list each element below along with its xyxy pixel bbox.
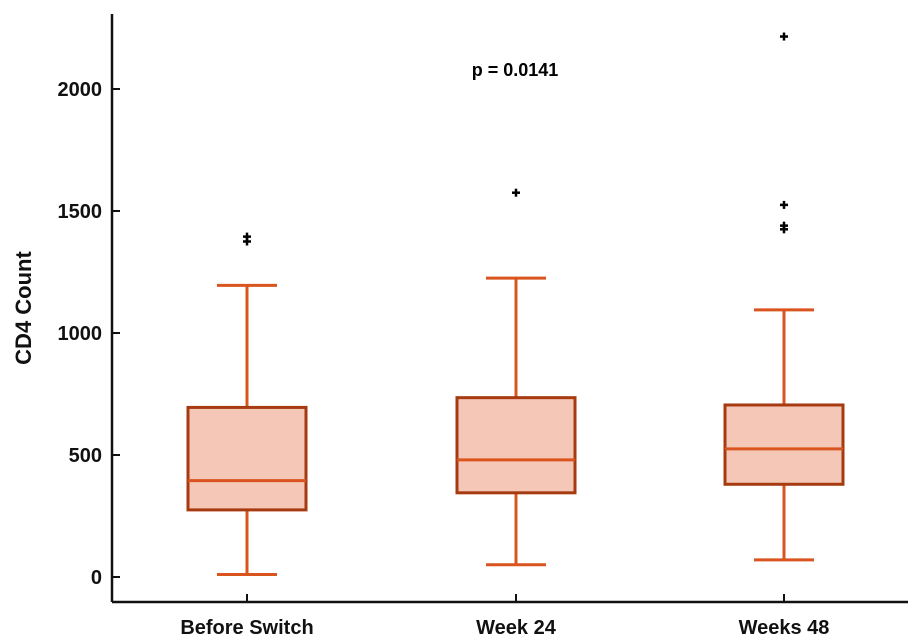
outlier-point: [512, 188, 520, 197]
box-group: [723, 32, 845, 562]
p-value-annotation: p = 0.0141: [472, 60, 559, 80]
y-tick-label: 500: [69, 445, 102, 467]
y-tick-label: 1000: [58, 323, 103, 345]
iqr-box: [455, 396, 577, 495]
x-tick-label: Weeks 48: [739, 617, 830, 636]
x-tick-label: Before Switch: [180, 617, 313, 636]
y-tick-label: 1500: [58, 201, 103, 223]
y-tick-label: 0: [91, 567, 102, 589]
outlier-point: [780, 200, 788, 209]
boxes: [186, 32, 845, 577]
box-group: [455, 188, 577, 567]
axes: [110, 14, 908, 604]
labels: 0 500 1000 1500 2000 Before Switch Week 24 Week…: [11, 60, 829, 636]
y-tick-label: 2000: [58, 79, 103, 101]
iqr-box: [723, 403, 845, 486]
x-tick-label: Week 24: [476, 617, 557, 636]
outlier-point: [243, 232, 251, 241]
iqr-box: [186, 405, 308, 512]
outlier-point: [780, 221, 788, 230]
box-group: [186, 232, 308, 577]
outlier-point: [780, 32, 788, 41]
y-axis-title: CD4 Count: [11, 251, 36, 365]
